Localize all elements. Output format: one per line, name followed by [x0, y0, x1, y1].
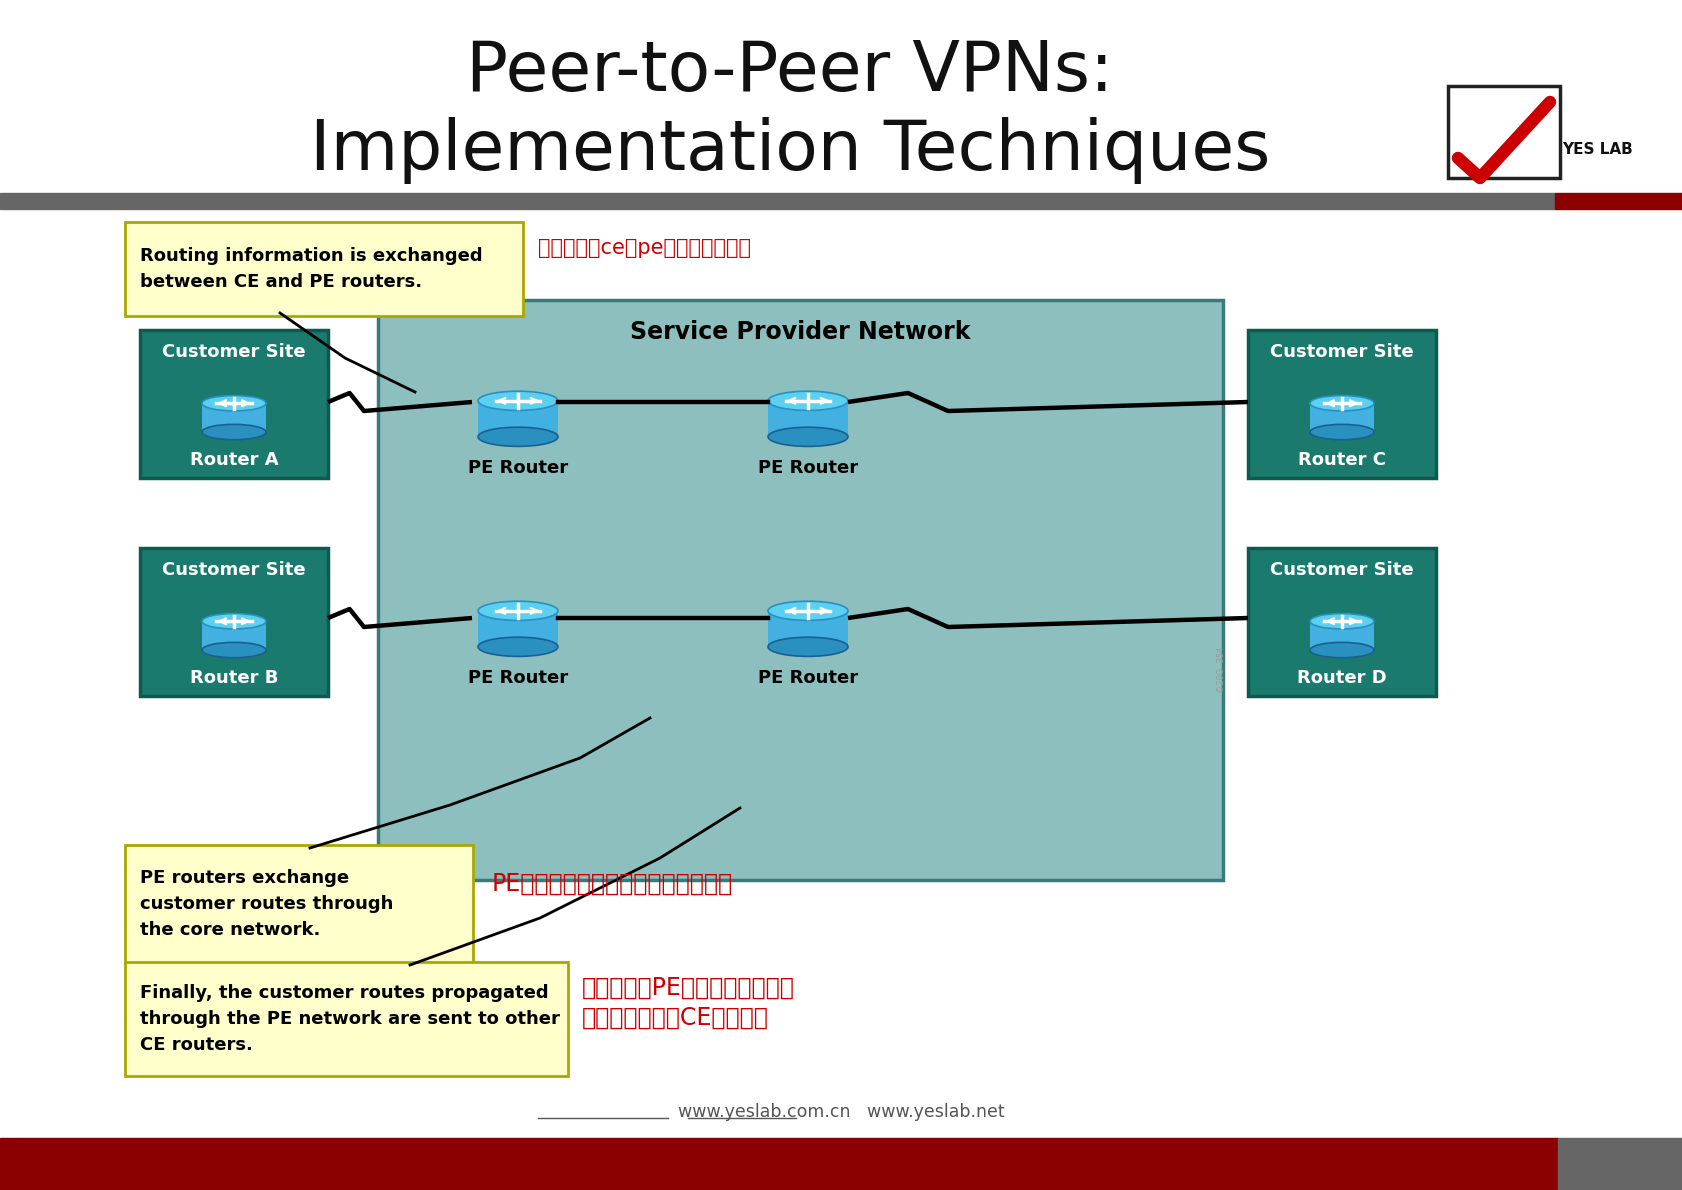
- Text: Customer Site: Customer Site: [161, 343, 306, 361]
- Bar: [1558, 1138, 1682, 1190]
- Bar: [767, 610, 848, 647]
- Ellipse shape: [202, 643, 266, 658]
- Ellipse shape: [202, 425, 266, 440]
- Text: PE路由器通过核心网络交换客户路由: PE路由器通过核心网络交换客户路由: [491, 872, 733, 896]
- Text: Finally, the customer routes propagated
through the PE network are sent to other: Finally, the customer routes propagated …: [140, 984, 560, 1054]
- Text: Router C: Router C: [1297, 451, 1386, 469]
- FancyBboxPatch shape: [124, 962, 567, 1076]
- Text: Routing information is exchanged
between CE and PE routers.: Routing information is exchanged between…: [140, 246, 483, 292]
- Bar: [202, 403, 266, 432]
- Text: Implementation Techniques: Implementation Techniques: [309, 117, 1270, 183]
- Ellipse shape: [478, 637, 558, 657]
- Ellipse shape: [1309, 395, 1373, 411]
- Text: ©20G  354: ©20G 354: [1216, 647, 1224, 694]
- Text: PE Router: PE Router: [757, 459, 858, 477]
- Text: PE routers exchange
customer routes through
the core network.: PE routers exchange customer routes thro…: [140, 869, 394, 939]
- Text: 路由信息在ce和pe路由器之间交换: 路由信息在ce和pe路由器之间交换: [538, 238, 750, 258]
- FancyBboxPatch shape: [124, 223, 523, 317]
- Text: Router A: Router A: [190, 451, 278, 469]
- Bar: [202, 621, 266, 650]
- Text: Peer-to-Peer VPNs:: Peer-to-Peer VPNs:: [466, 38, 1113, 106]
- Text: 由被发送到其他CE路由器。: 由被发送到其他CE路由器。: [582, 1006, 769, 1031]
- Ellipse shape: [767, 427, 848, 446]
- Bar: [767, 401, 848, 437]
- Ellipse shape: [478, 392, 558, 411]
- Ellipse shape: [1309, 643, 1373, 658]
- Text: YES LAB: YES LAB: [1561, 143, 1632, 157]
- Bar: [1309, 403, 1373, 432]
- Ellipse shape: [767, 637, 848, 657]
- Text: Customer Site: Customer Site: [1270, 343, 1413, 361]
- FancyBboxPatch shape: [140, 549, 328, 696]
- Bar: [0, 193, 1554, 209]
- Ellipse shape: [1309, 614, 1373, 630]
- Text: Router D: Router D: [1297, 669, 1386, 687]
- Ellipse shape: [478, 601, 558, 620]
- FancyBboxPatch shape: [1248, 549, 1435, 696]
- Text: www.yeslab.com.cn   www.yeslab.net: www.yeslab.com.cn www.yeslab.net: [678, 1103, 1004, 1121]
- Ellipse shape: [478, 427, 558, 446]
- FancyBboxPatch shape: [1447, 86, 1559, 178]
- Ellipse shape: [202, 395, 266, 411]
- Text: PE Router: PE Router: [468, 669, 569, 687]
- Bar: [0, 1138, 1558, 1190]
- Ellipse shape: [767, 392, 848, 411]
- FancyBboxPatch shape: [1248, 330, 1435, 478]
- Ellipse shape: [1309, 425, 1373, 440]
- Text: PE Router: PE Router: [757, 669, 858, 687]
- Bar: [478, 610, 558, 647]
- FancyBboxPatch shape: [140, 330, 328, 478]
- Text: Service Provider Network: Service Provider Network: [629, 320, 971, 344]
- Text: Router B: Router B: [190, 669, 278, 687]
- Text: PE Router: PE Router: [468, 459, 569, 477]
- Ellipse shape: [767, 601, 848, 620]
- Bar: [478, 401, 558, 437]
- FancyBboxPatch shape: [378, 300, 1223, 879]
- FancyBboxPatch shape: [124, 845, 473, 963]
- Text: Customer Site: Customer Site: [161, 560, 306, 580]
- Ellipse shape: [202, 614, 266, 630]
- Bar: [1554, 193, 1682, 209]
- Text: Customer Site: Customer Site: [1270, 560, 1413, 580]
- Text: 最后，通过PE网络传播的客户路: 最后，通过PE网络传播的客户路: [582, 976, 794, 1000]
- Bar: [1309, 621, 1373, 650]
